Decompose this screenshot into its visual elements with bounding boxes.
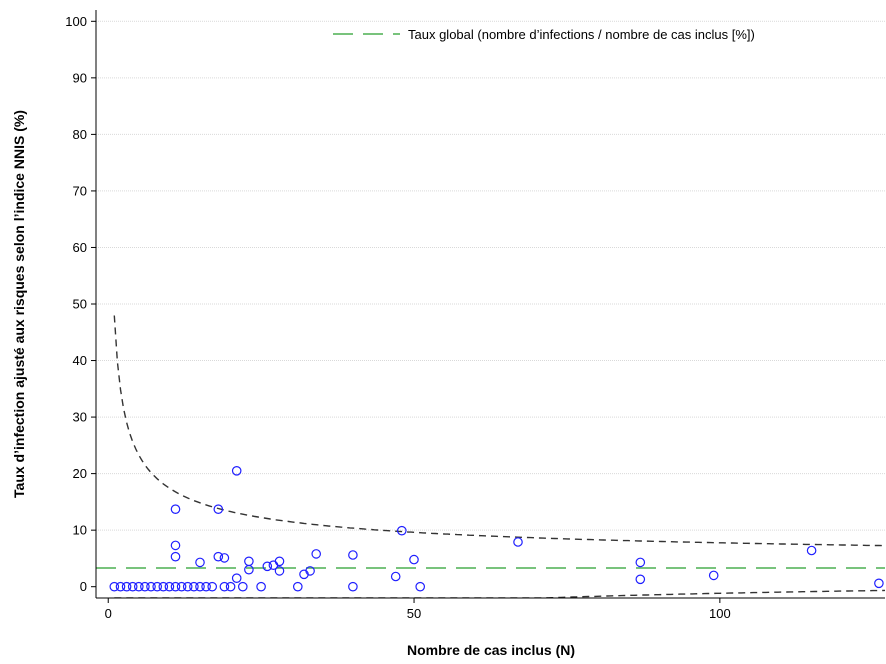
data-point	[164, 581, 175, 592]
data-point	[219, 581, 230, 592]
x-tick-label: 0	[105, 606, 112, 621]
data-point	[195, 557, 205, 568]
y-tick-label: 80	[73, 127, 87, 142]
data-point	[109, 581, 120, 592]
data-point	[134, 581, 144, 592]
y-tick-label: 90	[73, 70, 87, 85]
x-tick-label: 50	[407, 606, 421, 621]
legend: Taux global (nombre d’infections / nombr…	[333, 27, 755, 42]
data-point	[170, 581, 181, 592]
data-point	[140, 581, 150, 592]
data-point	[513, 537, 523, 547]
data-point	[238, 581, 248, 592]
data-point	[806, 545, 817, 556]
data-point	[708, 570, 719, 581]
y-axis-title: Taux d’infection ajusté aux risques selo…	[11, 110, 27, 498]
data-point	[409, 554, 419, 565]
y-tick-label: 50	[73, 297, 87, 312]
data-point	[152, 581, 162, 592]
data-point	[348, 581, 358, 592]
x-tick-label: 100	[709, 606, 731, 621]
data-point	[213, 504, 224, 514]
y-tick-label: 10	[73, 523, 87, 538]
data-point	[635, 574, 646, 585]
data-point	[195, 581, 205, 592]
data-point	[415, 581, 425, 592]
data-point	[127, 581, 138, 592]
data-point	[170, 551, 181, 562]
data-point	[231, 573, 242, 583]
y-tick-label: 0	[80, 579, 87, 594]
data-point	[305, 566, 315, 576]
y-tick-label: 70	[73, 183, 87, 198]
legend-label: Taux global (nombre d’infections / nombr…	[408, 27, 755, 42]
data-point	[170, 504, 181, 514]
upper-control-limit	[113, 315, 885, 547]
data-point	[158, 581, 169, 592]
data-point	[244, 564, 254, 575]
data-point	[311, 549, 321, 559]
data-point	[635, 557, 646, 568]
data-point	[201, 581, 211, 592]
y-tick-label: 40	[73, 353, 87, 368]
x-axis-ticks: 0 50 100	[105, 598, 731, 621]
data-point	[390, 571, 401, 582]
series-layer	[96, 315, 885, 598]
y-tick-label: 60	[73, 240, 87, 255]
data-point	[874, 578, 884, 589]
data-point	[213, 551, 224, 562]
data-point	[225, 581, 236, 592]
data-point	[274, 556, 285, 567]
gridlines	[96, 20, 885, 531]
data-point	[146, 581, 156, 592]
data-point	[256, 581, 266, 592]
data-point	[274, 566, 285, 576]
data-point	[182, 581, 193, 592]
data-point	[121, 581, 132, 592]
y-tick-label: 30	[73, 410, 87, 425]
data-point	[292, 581, 303, 592]
x-axis-title: Nombre de cas inclus (N)	[407, 642, 575, 658]
data-point	[219, 553, 230, 563]
data-point	[262, 561, 273, 572]
y-axis-ticks: 0 10 20 30 40 50 60 70 80 90 100	[65, 14, 96, 594]
data-point	[189, 581, 199, 592]
data-point	[176, 581, 187, 592]
data-point	[170, 540, 181, 551]
y-tick-label: 20	[73, 466, 87, 481]
data-point	[348, 550, 358, 560]
lower-control-limit	[114, 589, 885, 598]
data-point	[207, 581, 217, 592]
y-tick-label: 100	[65, 14, 87, 29]
data-point	[396, 525, 407, 536]
data-point	[115, 581, 126, 592]
data-point	[231, 465, 242, 476]
